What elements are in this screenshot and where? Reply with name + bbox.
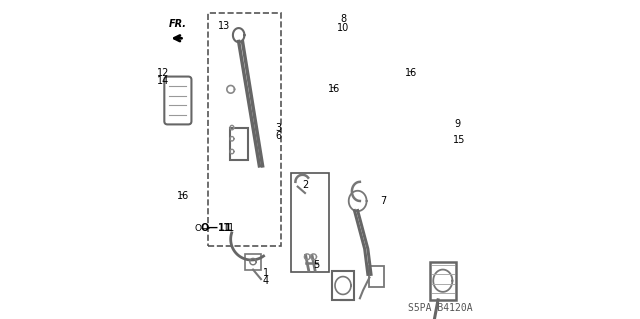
Text: 16: 16: [404, 68, 417, 78]
Text: 8: 8: [340, 14, 346, 24]
Text: FR.: FR.: [169, 19, 187, 29]
Text: 5: 5: [314, 260, 320, 270]
Text: O—11: O—11: [200, 223, 232, 233]
Text: O—: O—: [195, 224, 211, 233]
Text: 1: 1: [262, 268, 269, 278]
Text: 3: 3: [275, 122, 282, 133]
Bar: [369, 266, 384, 287]
Bar: [430, 262, 456, 300]
Text: 16: 16: [328, 84, 340, 94]
Text: 12: 12: [157, 68, 169, 78]
Text: 2: 2: [303, 180, 308, 190]
Bar: [332, 271, 355, 300]
Bar: [230, 128, 248, 160]
Text: 13: 13: [218, 20, 230, 31]
Bar: [245, 254, 261, 270]
Text: 15: 15: [452, 135, 465, 145]
Text: S5PA B4120A: S5PA B4120A: [408, 303, 473, 313]
Text: 4: 4: [262, 276, 269, 286]
Text: 11: 11: [223, 223, 235, 233]
Text: 16: 16: [177, 191, 189, 201]
Text: 6: 6: [275, 130, 282, 141]
Text: 7: 7: [381, 196, 387, 206]
Text: 9: 9: [454, 119, 460, 130]
Text: 10: 10: [337, 23, 349, 33]
Text: 14: 14: [157, 76, 169, 86]
